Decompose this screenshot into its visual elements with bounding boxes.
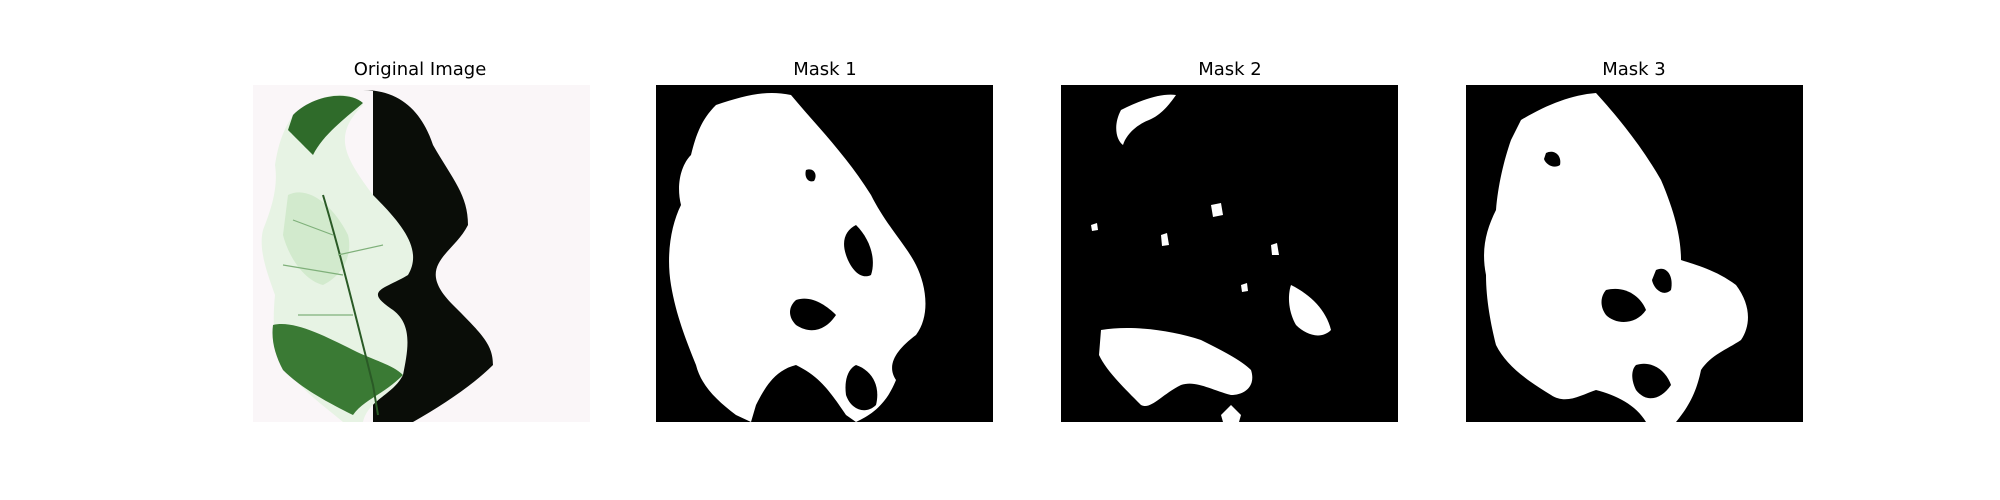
panel-title-mask-2: Mask 2 [1198,59,1262,80]
mask-1-panel [656,85,993,422]
panel-title-original: Original Image [353,59,487,80]
mask-3-panel [1466,85,1803,422]
mask-2-image [1061,85,1398,422]
mask-1-image [656,85,993,422]
original-image-panel [253,85,590,422]
mask-2-panel [1061,85,1398,422]
mask-3-image [1466,85,1803,422]
panel-title-mask-3: Mask 3 [1602,59,1666,80]
leaf-photo [253,85,590,422]
panel-title-mask-1: Mask 1 [793,59,857,80]
